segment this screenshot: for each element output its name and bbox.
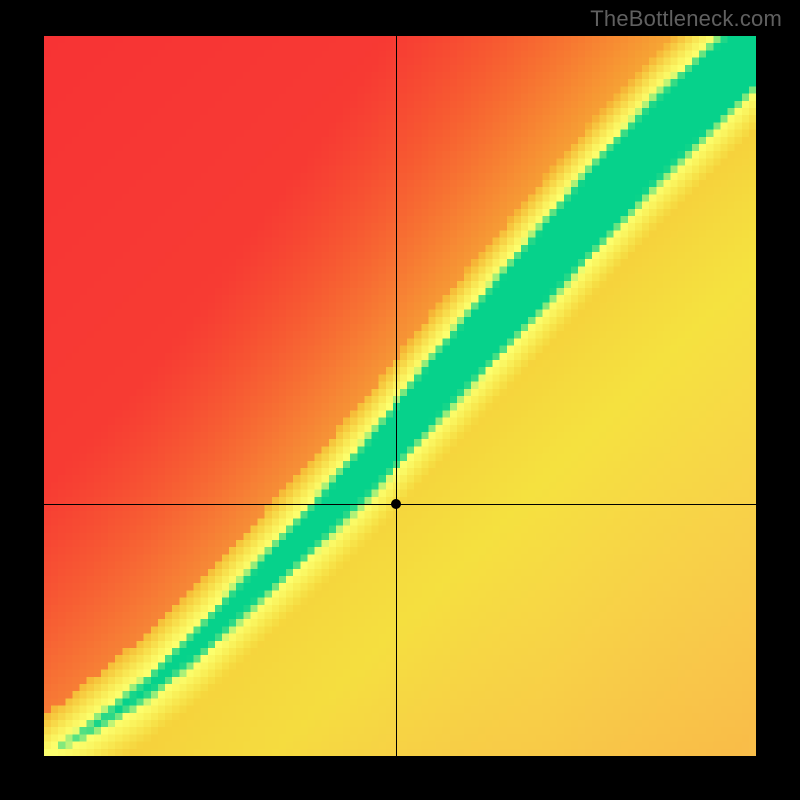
watermark-text: TheBottleneck.com [590,6,782,32]
heatmap-canvas [44,36,756,756]
data-point-marker [391,499,401,509]
plot-area [44,36,756,756]
chart-container: TheBottleneck.com [0,0,800,800]
crosshair-vertical [396,36,397,756]
